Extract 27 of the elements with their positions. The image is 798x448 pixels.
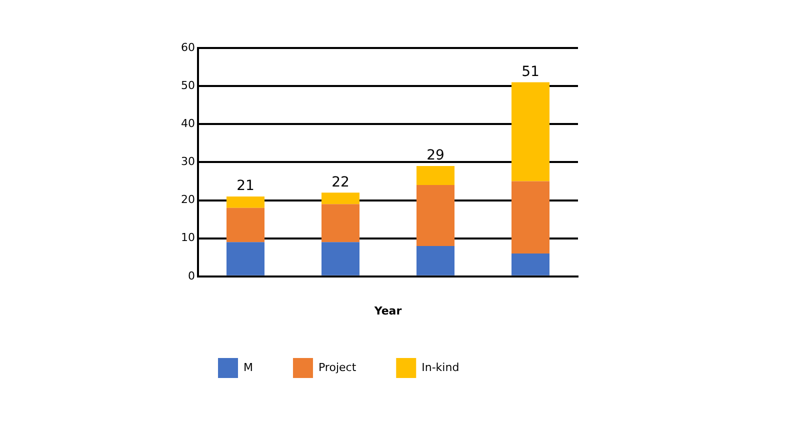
y-tick-label: 0 xyxy=(188,269,195,282)
bar xyxy=(512,181,550,254)
bar xyxy=(512,82,550,182)
bar xyxy=(322,242,360,276)
bar xyxy=(226,196,264,208)
bar xyxy=(512,254,550,276)
y-tick-label: 20 xyxy=(180,193,195,206)
bar xyxy=(416,246,454,276)
y-tick-label: 10 xyxy=(180,231,195,244)
bar xyxy=(226,242,264,276)
y-tick-label: 60 xyxy=(180,40,195,54)
bar xyxy=(322,192,360,204)
total-label: 29 xyxy=(426,148,444,164)
legend-label: In-kind xyxy=(422,360,460,374)
bar xyxy=(226,208,264,242)
bar xyxy=(416,166,454,186)
x-axis-title: Year xyxy=(373,304,402,318)
bar xyxy=(322,204,360,242)
legend-label: M xyxy=(244,360,253,374)
y-tick-label: 50 xyxy=(180,78,195,92)
total-label: 22 xyxy=(332,174,350,190)
bar xyxy=(416,185,454,246)
y-tick-label: 40 xyxy=(180,116,195,130)
y-tick-label: 30 xyxy=(180,155,195,168)
total-label: 21 xyxy=(236,178,254,194)
total-label: 51 xyxy=(522,64,540,80)
legend-label: Project xyxy=(318,360,357,374)
